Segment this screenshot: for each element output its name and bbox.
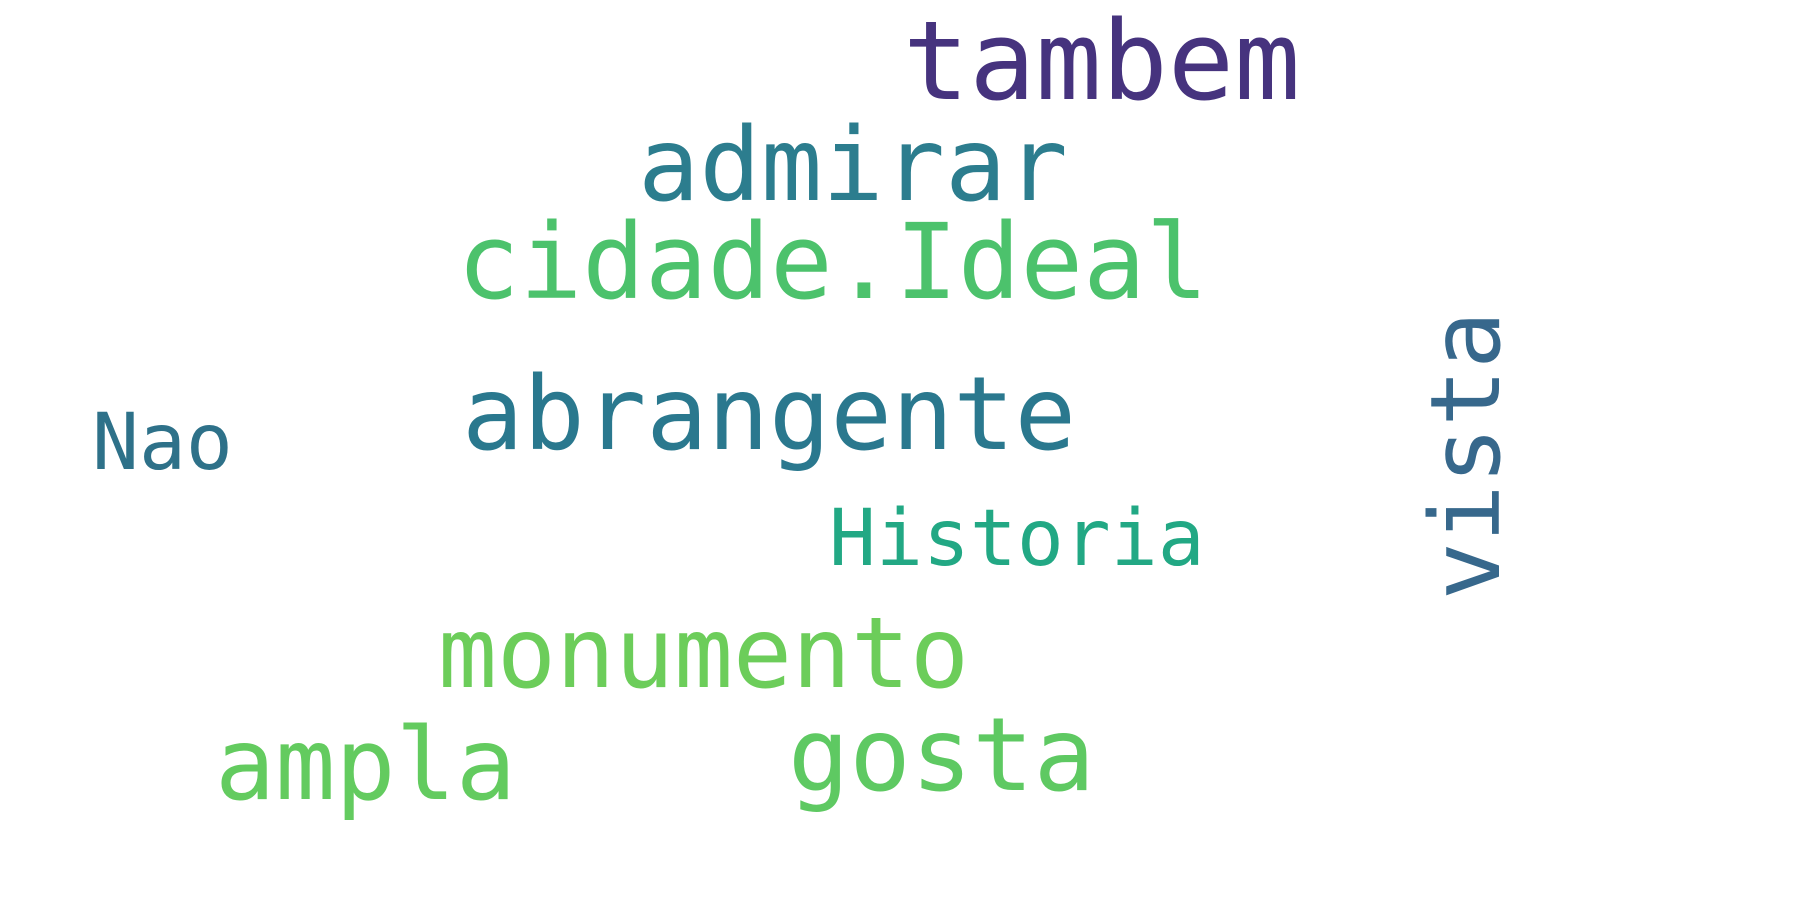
word-historia: Historia [829,494,1205,584]
word-ampla: ampla [215,706,517,823]
word-abrangente: abrangente [462,355,1077,474]
word-monumento: monumento [438,597,970,711]
word-vista: vista [1410,311,1522,600]
word-gosta: gosta [788,696,1096,815]
word-admirar: admirar [638,106,1068,225]
word-cidade-ideal: cidade.Ideal [457,201,1209,323]
word-nao: Nao [92,398,233,488]
word-tambem: tambem [903,0,1301,125]
